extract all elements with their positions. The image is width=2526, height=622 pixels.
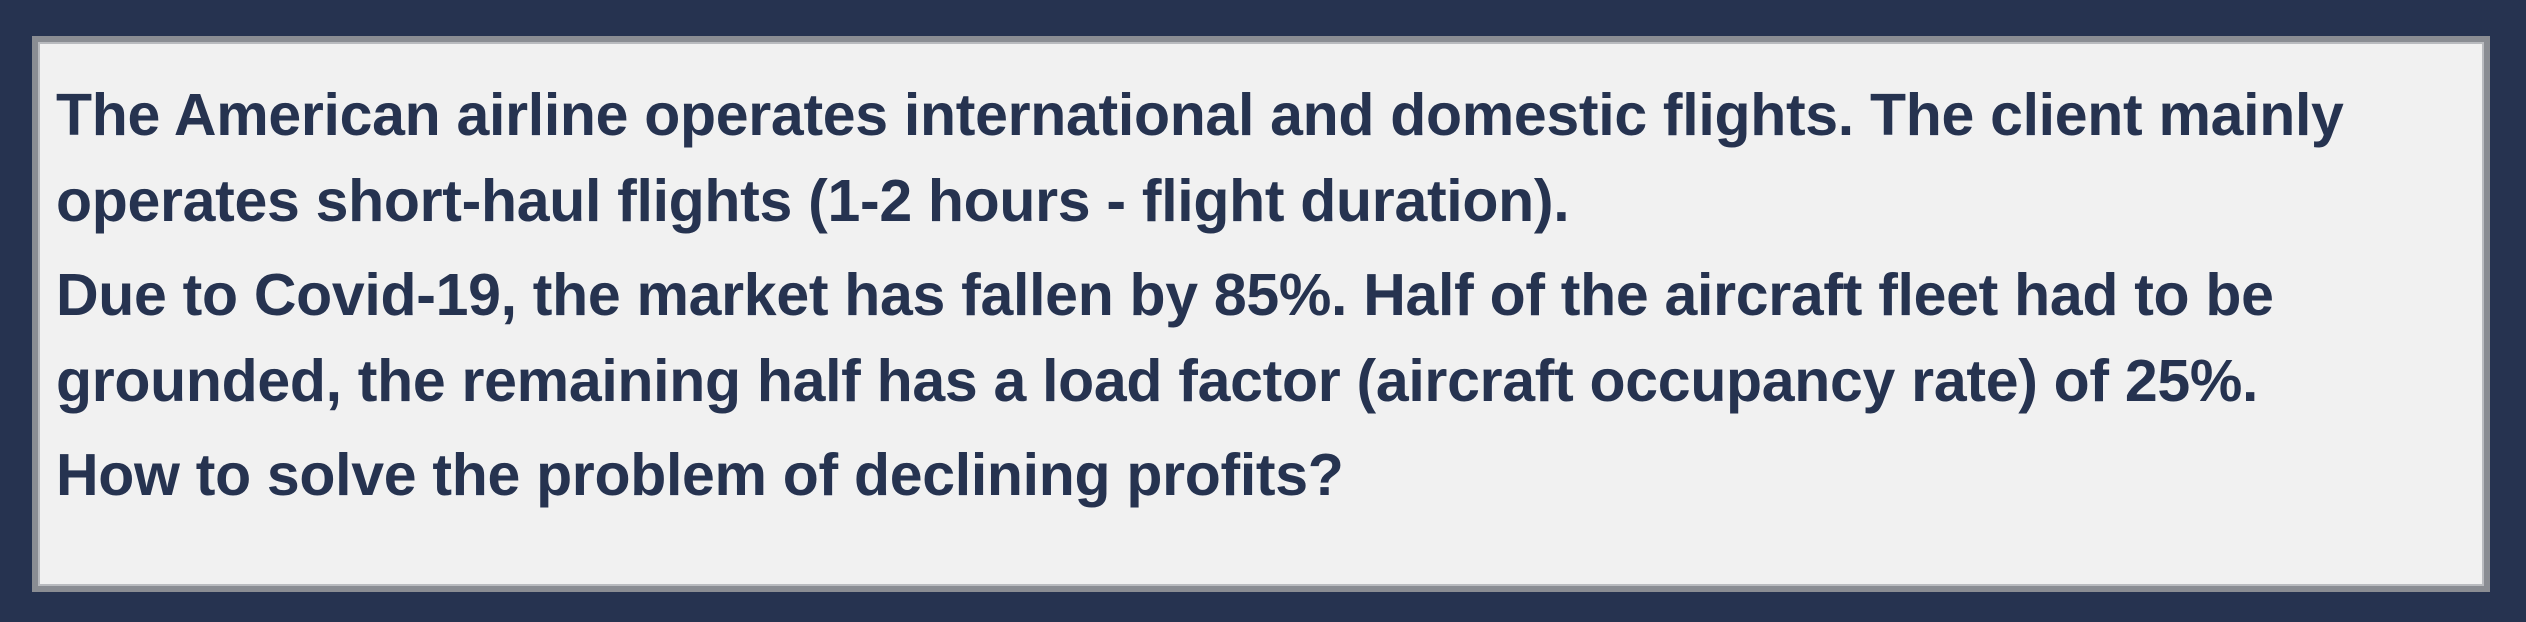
paragraph-market-situation: Due to Covid-19, the market has fallen b… bbox=[56, 262, 2274, 414]
case-description: The American airline operates internatio… bbox=[56, 72, 2444, 518]
paragraph-company-context: The American airline operates internatio… bbox=[56, 82, 2344, 234]
paragraph-question: How to solve the problem of declining pr… bbox=[56, 442, 1344, 508]
case-text-panel: The American airline operates internatio… bbox=[32, 36, 2490, 592]
